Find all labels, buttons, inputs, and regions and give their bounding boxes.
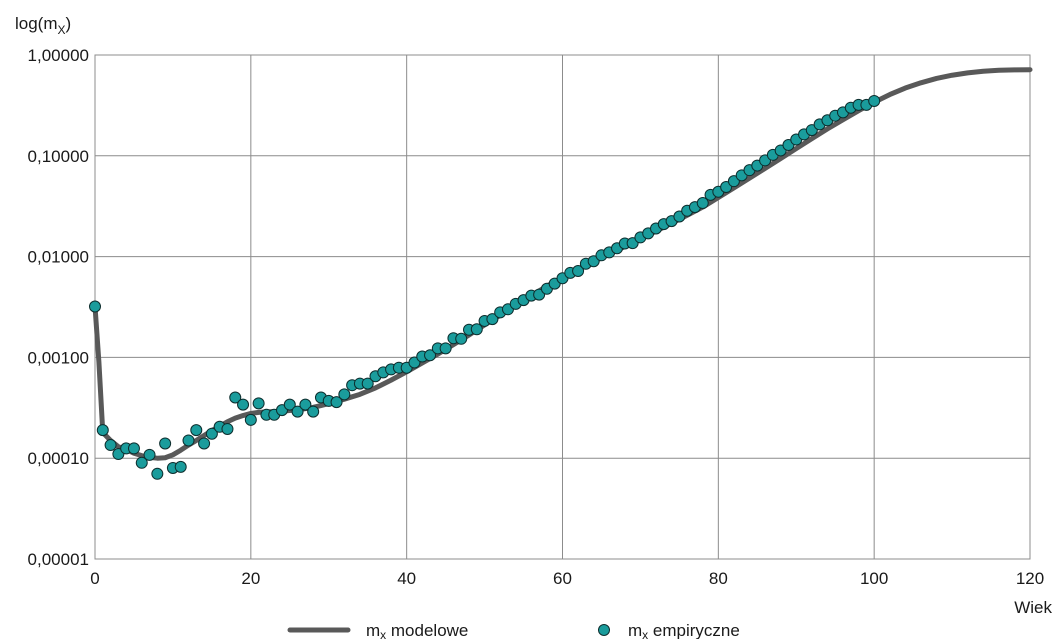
empirical-point [361, 377, 374, 390]
y-tick-label: 1,00000 [28, 46, 89, 65]
x-axis-title: Wiek [1014, 598, 1052, 617]
x-tick-label: 80 [709, 569, 728, 588]
y-tick-label: 0,00001 [28, 550, 89, 569]
empirical-point [439, 342, 452, 355]
empirical-point [572, 264, 585, 277]
empirical-point [159, 437, 172, 450]
series-empiryczne-points [89, 94, 881, 480]
empirical-point [151, 467, 164, 480]
empirical-point [252, 397, 265, 410]
empirical-point [190, 424, 203, 437]
empirical-point [283, 398, 296, 411]
empirical-point [198, 437, 211, 450]
x-tick-label: 100 [860, 569, 888, 588]
empirical-point [424, 349, 437, 362]
y-tick-label: 0,00100 [28, 348, 89, 367]
legend-marker-swatch [598, 624, 610, 636]
empirical-point [455, 332, 468, 345]
grid-lines [94, 54, 1031, 560]
legend: mx modelowe mx empiryczne [287, 621, 740, 639]
empirical-point [135, 456, 148, 469]
empirical-point [104, 439, 117, 452]
empirical-point [143, 448, 156, 461]
empirical-point [205, 427, 218, 440]
empirical-point [96, 424, 109, 437]
x-axis-tick-labels: 0 20 40 60 80 100 120 [90, 569, 1044, 588]
empirical-point [89, 300, 101, 313]
empirical-point [299, 398, 312, 411]
empirical-point [696, 197, 709, 210]
empirical-point [338, 388, 351, 401]
y-tick-label: 0,01000 [28, 248, 89, 267]
y-axis-tick-labels: 0,00001 0,00010 0,00100 0,01000 0,10000 1,000… [28, 46, 89, 569]
x-tick-label: 40 [397, 569, 416, 588]
y-axis-title: log(mX) [15, 14, 71, 37]
empirical-point [244, 413, 257, 426]
x-tick-label: 0 [90, 569, 99, 588]
empirical-point [182, 434, 195, 447]
empirical-point [868, 94, 881, 107]
y-tick-label: 0,00010 [28, 449, 89, 468]
x-tick-label: 60 [553, 569, 572, 588]
empirical-point [291, 405, 304, 418]
empirical-point [330, 396, 343, 409]
y-tick-label: 0,10000 [28, 147, 89, 166]
empirical-point [229, 391, 242, 404]
empirical-point [307, 405, 320, 418]
empirical-point [486, 313, 499, 326]
empirical-point [237, 398, 250, 411]
empirical-point [174, 460, 187, 473]
x-tick-label: 120 [1016, 569, 1044, 588]
x-tick-label: 20 [241, 569, 260, 588]
empirical-point [221, 422, 234, 435]
empirical-point [127, 442, 140, 455]
legend-label-modelowe: mx modelowe [366, 621, 468, 639]
empirical-point [470, 323, 483, 336]
legend-label-empiryczne: mx empiryczne [628, 621, 740, 639]
